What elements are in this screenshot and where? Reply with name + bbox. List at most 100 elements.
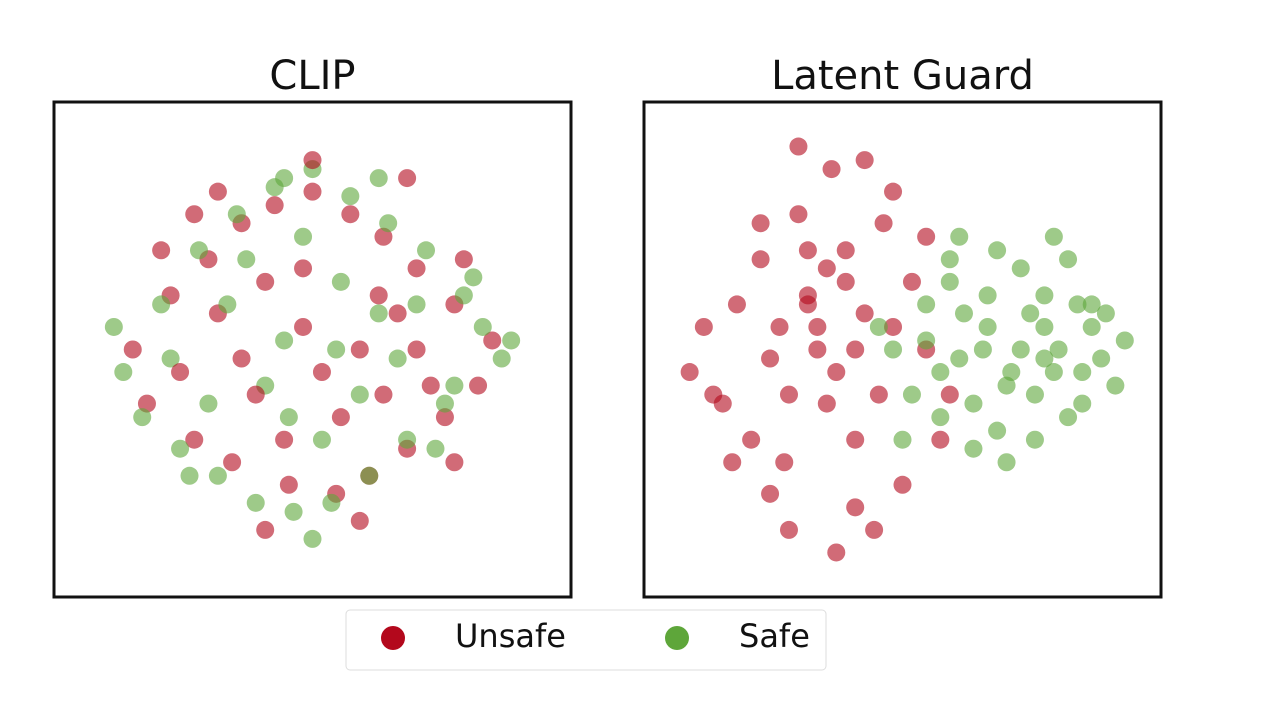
point bbox=[171, 439, 190, 458]
point bbox=[341, 187, 360, 206]
point bbox=[303, 529, 322, 548]
point bbox=[978, 317, 997, 336]
point bbox=[1073, 394, 1092, 413]
point bbox=[931, 363, 950, 382]
point bbox=[742, 430, 761, 449]
point bbox=[978, 286, 997, 305]
point bbox=[874, 214, 893, 233]
point bbox=[374, 385, 393, 404]
point bbox=[279, 475, 298, 494]
plot-frame bbox=[642, 100, 1163, 599]
point bbox=[902, 272, 921, 291]
point bbox=[751, 214, 770, 233]
point bbox=[931, 430, 950, 449]
point bbox=[1082, 295, 1101, 314]
point bbox=[454, 250, 473, 269]
point bbox=[1011, 259, 1030, 278]
point bbox=[917, 295, 936, 314]
legend-box bbox=[345, 609, 827, 671]
point bbox=[950, 227, 969, 246]
point bbox=[775, 453, 794, 472]
point bbox=[303, 151, 322, 170]
point bbox=[435, 408, 454, 427]
point bbox=[789, 137, 808, 156]
point bbox=[445, 453, 464, 472]
point bbox=[1096, 304, 1115, 323]
point bbox=[171, 363, 190, 382]
point bbox=[265, 196, 284, 215]
point bbox=[445, 376, 464, 395]
point bbox=[369, 169, 388, 188]
point bbox=[704, 385, 723, 404]
point bbox=[817, 259, 836, 278]
point bbox=[1021, 304, 1040, 323]
point bbox=[723, 453, 742, 472]
point bbox=[237, 250, 256, 269]
point bbox=[836, 272, 855, 291]
point bbox=[1073, 363, 1092, 382]
point bbox=[988, 421, 1007, 440]
point bbox=[865, 520, 884, 539]
point bbox=[294, 259, 313, 278]
point bbox=[822, 160, 841, 179]
point bbox=[407, 295, 426, 314]
point bbox=[954, 304, 973, 323]
point bbox=[246, 493, 265, 512]
legend-marker bbox=[665, 626, 689, 650]
panel-title: Latent Guard bbox=[771, 53, 1034, 99]
point bbox=[808, 340, 827, 359]
point bbox=[473, 317, 492, 336]
point bbox=[492, 349, 511, 368]
point bbox=[483, 331, 502, 350]
point bbox=[322, 493, 341, 512]
point bbox=[388, 304, 407, 323]
point bbox=[426, 439, 445, 458]
point bbox=[950, 349, 969, 368]
point bbox=[407, 259, 426, 278]
point bbox=[798, 241, 817, 260]
plot-frame bbox=[52, 100, 573, 599]
legend-label: Unsafe bbox=[455, 617, 566, 655]
point bbox=[360, 466, 379, 485]
point bbox=[133, 408, 152, 427]
point bbox=[727, 295, 746, 314]
point bbox=[827, 363, 846, 382]
panel-title: CLIP bbox=[269, 53, 355, 99]
point bbox=[435, 394, 454, 413]
point bbox=[1035, 286, 1054, 305]
point bbox=[1044, 227, 1063, 246]
point bbox=[855, 151, 874, 170]
point bbox=[398, 169, 417, 188]
point bbox=[327, 340, 346, 359]
point bbox=[988, 241, 1007, 260]
point bbox=[227, 205, 246, 224]
point bbox=[761, 484, 780, 503]
point bbox=[817, 394, 836, 413]
point bbox=[694, 317, 713, 336]
point bbox=[284, 502, 303, 521]
point bbox=[152, 241, 171, 260]
point bbox=[973, 340, 992, 359]
point bbox=[846, 340, 865, 359]
point bbox=[294, 227, 313, 246]
point bbox=[855, 304, 874, 323]
point bbox=[114, 363, 133, 382]
point bbox=[917, 227, 936, 246]
point bbox=[246, 385, 265, 404]
point bbox=[256, 520, 275, 539]
point bbox=[374, 227, 393, 246]
point bbox=[152, 295, 171, 314]
point bbox=[185, 430, 204, 449]
point bbox=[808, 317, 827, 336]
point bbox=[1059, 250, 1078, 269]
point bbox=[997, 376, 1016, 395]
point bbox=[312, 430, 331, 449]
point bbox=[964, 439, 983, 458]
point bbox=[893, 430, 912, 449]
point bbox=[917, 331, 936, 350]
point bbox=[1025, 430, 1044, 449]
point bbox=[846, 498, 865, 517]
point bbox=[303, 182, 322, 201]
point bbox=[997, 453, 1016, 472]
